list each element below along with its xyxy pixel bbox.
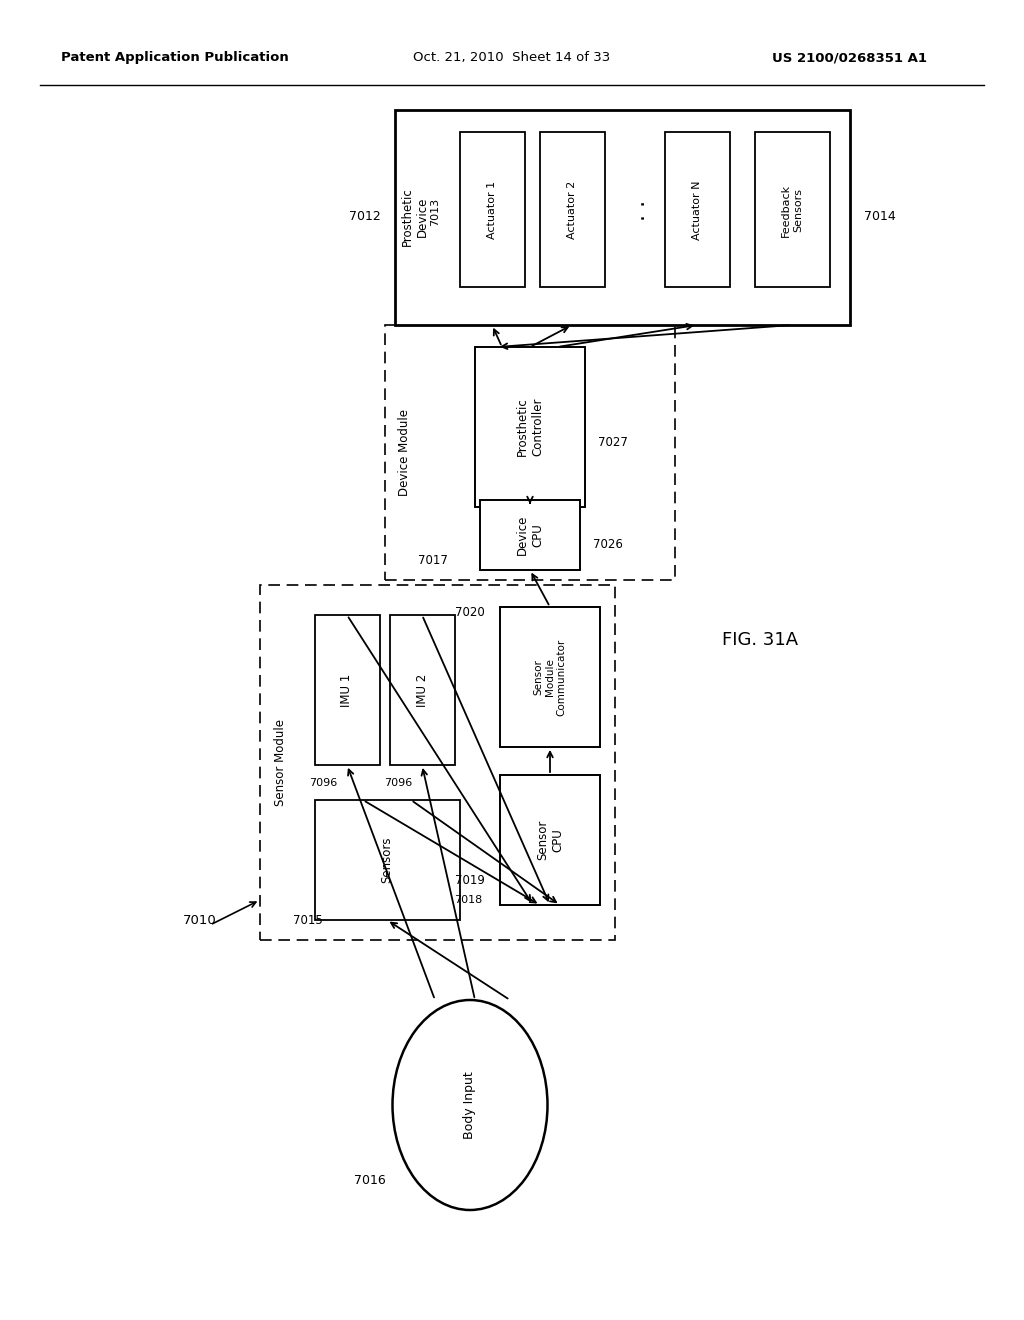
Text: 7013: 7013 bbox=[430, 198, 440, 226]
Text: 7014: 7014 bbox=[864, 210, 896, 223]
Text: Prosthetic
Controller: Prosthetic Controller bbox=[516, 397, 544, 457]
Text: 7096: 7096 bbox=[384, 777, 412, 788]
Text: Patent Application Publication: Patent Application Publication bbox=[61, 51, 289, 65]
Text: 7096: 7096 bbox=[309, 777, 337, 788]
Text: Sensor
Module
Communicator: Sensor Module Communicator bbox=[534, 639, 566, 715]
Bar bbox=[665, 132, 730, 286]
Bar bbox=[315, 800, 460, 920]
Bar bbox=[540, 132, 605, 286]
Text: Device
CPU: Device CPU bbox=[516, 515, 544, 556]
Text: Sensor Module: Sensor Module bbox=[273, 718, 287, 805]
Bar bbox=[755, 132, 830, 286]
Text: Oct. 21, 2010  Sheet 14 of 33: Oct. 21, 2010 Sheet 14 of 33 bbox=[414, 51, 610, 65]
Bar bbox=[500, 607, 600, 747]
Text: Prosthetic
Device: Prosthetic Device bbox=[401, 187, 429, 247]
Text: Actuator 1: Actuator 1 bbox=[487, 181, 497, 239]
Text: Body Input: Body Input bbox=[464, 1071, 476, 1139]
Text: IMU 2: IMU 2 bbox=[416, 673, 428, 706]
Text: 7016: 7016 bbox=[354, 1173, 386, 1187]
Bar bbox=[315, 615, 380, 766]
Text: 7015: 7015 bbox=[293, 913, 323, 927]
Bar bbox=[480, 500, 580, 570]
Text: FIG. 31A: FIG. 31A bbox=[722, 631, 798, 649]
Text: 7027: 7027 bbox=[598, 436, 628, 449]
Text: Actuator N: Actuator N bbox=[692, 181, 702, 240]
Bar bbox=[260, 585, 615, 940]
Bar bbox=[390, 615, 455, 766]
Text: Device Module: Device Module bbox=[398, 408, 412, 495]
Text: Feedback
Sensors: Feedback Sensors bbox=[781, 183, 803, 236]
Text: 7018: 7018 bbox=[454, 895, 482, 906]
Text: Sensor
CPU: Sensor CPU bbox=[536, 820, 564, 861]
Text: 7012: 7012 bbox=[349, 210, 381, 223]
Text: US 2100/0268351 A1: US 2100/0268351 A1 bbox=[772, 51, 928, 65]
Text: · ·: · · bbox=[635, 199, 655, 220]
Text: 7019: 7019 bbox=[455, 874, 485, 887]
Text: 7010: 7010 bbox=[183, 913, 217, 927]
Bar bbox=[460, 132, 525, 286]
Text: 7020: 7020 bbox=[455, 606, 485, 619]
Bar bbox=[395, 110, 850, 325]
Bar bbox=[475, 347, 585, 507]
Text: 7017: 7017 bbox=[418, 553, 447, 566]
Text: 7026: 7026 bbox=[593, 539, 623, 552]
Text: Actuator 2: Actuator 2 bbox=[567, 181, 577, 239]
Bar bbox=[385, 325, 675, 579]
Text: Sensors: Sensors bbox=[381, 837, 393, 883]
Bar bbox=[500, 775, 600, 906]
Text: IMU 1: IMU 1 bbox=[341, 673, 353, 706]
Ellipse shape bbox=[392, 1001, 548, 1210]
